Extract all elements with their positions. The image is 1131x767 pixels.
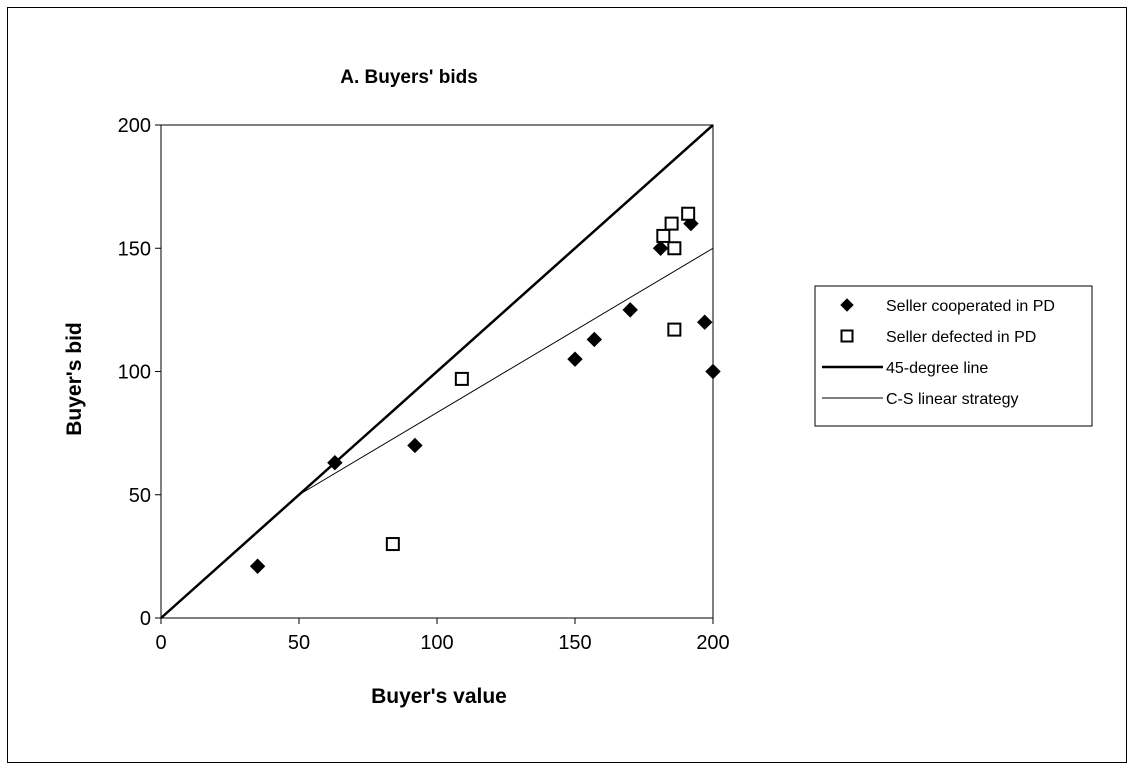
x-axis-title: Buyer's value <box>371 685 507 708</box>
legend-label: Seller cooperated in PD <box>886 298 1055 315</box>
x-tick-label: 100 <box>420 632 453 654</box>
point-seller-cooperated <box>697 314 713 330</box>
point-seller-defected <box>664 216 679 231</box>
line-cs-linear-strategy <box>298 247 714 496</box>
point-seller-cooperated <box>705 363 721 380</box>
chart-title: A. Buyers' bids <box>340 67 478 88</box>
point-seller-cooperated <box>567 351 583 367</box>
point-seller-cooperated <box>586 331 603 348</box>
x-tick-label: 200 <box>696 632 729 654</box>
point-seller-cooperated <box>652 240 669 256</box>
y-tick-label: 50 <box>129 485 151 507</box>
x-tick-label: 0 <box>155 632 166 654</box>
y-axis-title: Buyer's bid <box>63 322 86 436</box>
point-seller-defected <box>454 371 469 386</box>
y-tick-label: 0 <box>140 608 151 630</box>
legend: Seller cooperated in PD Seller defected i… <box>814 285 1093 427</box>
point-seller-cooperated <box>327 454 343 471</box>
line-45-degree <box>160 124 714 619</box>
plot-area: 00 50 50 100 100 150 150 200 200 <box>118 115 730 654</box>
x-tick-label: 150 <box>558 632 591 654</box>
point-seller-cooperated <box>249 558 266 574</box>
legend-label: Seller defected in PD <box>886 329 1036 346</box>
legend-marker-cooperated <box>840 298 854 312</box>
legend-marker-defected <box>840 329 854 343</box>
point-seller-defected <box>667 241 682 256</box>
y-tick-label: 200 <box>118 115 151 137</box>
y-tick-label: 100 <box>118 362 151 384</box>
y-tick-label: 150 <box>118 238 151 260</box>
legend-label: 45-degree line <box>886 360 988 377</box>
chart-svg: A. Buyers' bids 00 50 50 100 100 150 150 200 200… <box>63 67 1093 708</box>
x-tick-label: 50 <box>288 632 310 654</box>
point-seller-cooperated <box>407 437 423 454</box>
point-seller-defected <box>656 228 671 243</box>
point-seller-cooperated <box>622 302 638 318</box>
point-seller-defected <box>667 322 682 337</box>
legend-box <box>814 285 1093 427</box>
point-seller-defected <box>385 537 400 552</box>
point-seller-defected <box>681 206 696 221</box>
legend-label: C-S linear strategy <box>886 391 1019 408</box>
chart-frame: A. Buyers' bids 0 0 50 50 100 100 150 150 200 200… <box>7 7 1127 763</box>
